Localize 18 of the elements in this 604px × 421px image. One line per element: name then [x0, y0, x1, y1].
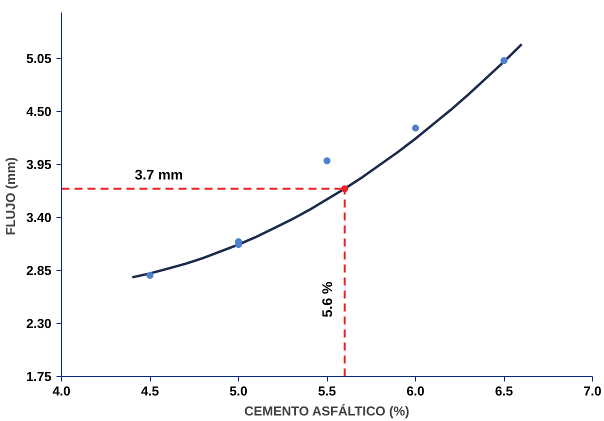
y-tick-label: 2.30 — [26, 316, 52, 332]
annotation: 5.6 % — [319, 281, 335, 318]
y-tick-label: 4.50 — [26, 104, 52, 120]
x-tick-label: 6.5 — [494, 384, 514, 398]
x-tick-label: 4.0 — [52, 384, 71, 398]
y-tick-label: 3.95 — [26, 157, 52, 172]
y-axis-title: FLUJO (mm) — [3, 157, 18, 236]
x-tick-label: 4.5 — [140, 384, 160, 398]
y-tick-label: 2.85 — [26, 263, 52, 278]
y-tick-label: 5.05 — [26, 51, 52, 66]
x-tick-label: 7.0 — [583, 384, 602, 398]
y-tick-label: 1.75 — [26, 369, 52, 384]
annotation: 3.7 mm — [134, 166, 183, 182]
x-tick-label: 6.0 — [406, 384, 425, 398]
y-tick-label: 3.40 — [26, 210, 52, 226]
x-axis-title: CEMENTO ASFÁLTICO (%) — [244, 404, 410, 418]
x-tick-label: 5.0 — [229, 384, 248, 398]
x-tick-label: 5.5 — [318, 384, 336, 398]
